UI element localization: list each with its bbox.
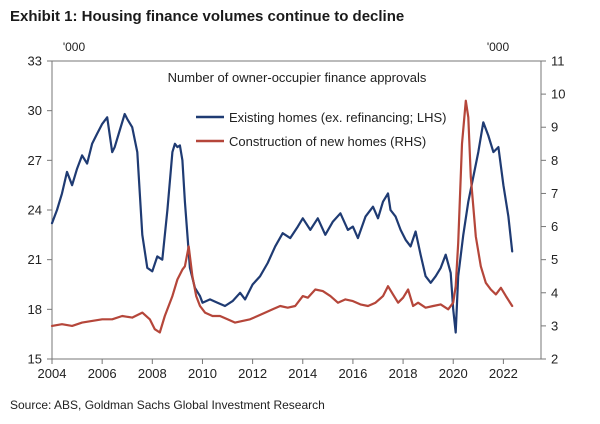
left-tick-label: 15 <box>28 352 42 367</box>
x-tick-label: 2004 <box>38 366 67 381</box>
legend-label-construction: Construction of new homes (RHS) <box>229 134 426 149</box>
x-tick-label: 2016 <box>338 366 367 381</box>
x-tick-label: 2020 <box>439 366 468 381</box>
right-tick-label: 9 <box>551 120 558 135</box>
x-tick-label: 2008 <box>138 366 167 381</box>
series-existing-homes-line <box>50 112 514 334</box>
chart-title: Number of owner-occupier finance approva… <box>168 70 427 85</box>
right-tick-label: 4 <box>551 285 558 300</box>
source-note: Source: ABS, Goldman Sachs Global Invest… <box>10 398 325 412</box>
right-tick-label: 8 <box>551 153 558 168</box>
x-tick-label: 2010 <box>188 366 217 381</box>
right-tick-label: 3 <box>551 318 558 333</box>
x-tick-label: 2006 <box>88 366 117 381</box>
left-tick-label: 18 <box>28 302 42 317</box>
left-tick-label: 27 <box>28 153 42 168</box>
right-tick-label: 10 <box>551 87 565 102</box>
right-tick-label: 11 <box>551 54 565 69</box>
left-tick-label: 24 <box>28 203 42 218</box>
left-axis-unit: '000 <box>63 40 86 54</box>
legend-label-existing: Existing homes (ex. refinancing; LHS) <box>229 110 446 125</box>
right-axis-unit: '000 <box>487 40 510 54</box>
right-tick-label: 2 <box>551 352 558 367</box>
x-tick-label: 2022 <box>489 366 518 381</box>
series-new-homes-construction-line <box>50 99 514 334</box>
x-tick-label: 2012 <box>238 366 267 381</box>
left-tick-label: 30 <box>28 103 42 118</box>
left-tick-label: 21 <box>28 252 42 267</box>
x-tick-label: 2014 <box>288 366 317 381</box>
exhibit-title: Exhibit 1: Housing finance volumes conti… <box>10 8 405 25</box>
right-tick-label: 6 <box>551 219 558 234</box>
legend: Existing homes (ex. refinancing; LHS) Co… <box>196 110 446 149</box>
x-tick-label: 2018 <box>389 366 418 381</box>
left-tick-label: 33 <box>28 54 42 69</box>
right-tick-label: 7 <box>551 186 558 201</box>
right-tick-label: 5 <box>551 252 558 267</box>
